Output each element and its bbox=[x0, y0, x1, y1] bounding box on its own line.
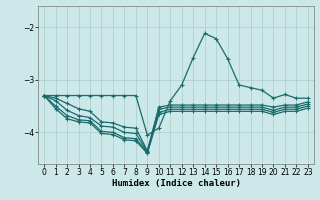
X-axis label: Humidex (Indice chaleur): Humidex (Indice chaleur) bbox=[111, 179, 241, 188]
